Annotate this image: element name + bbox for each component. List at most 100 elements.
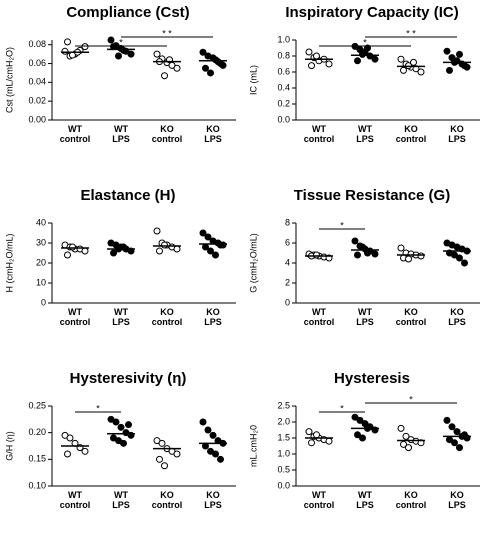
x-tick-label: KO control	[395, 307, 427, 327]
x-tick-label: KO control	[395, 124, 427, 144]
data-point	[461, 62, 468, 70]
data-point	[173, 64, 181, 72]
x-tick-label: WT LPS	[112, 124, 130, 144]
data-point	[313, 52, 320, 60]
x-tick-label: KO LPS	[448, 124, 466, 144]
data-point	[400, 66, 407, 74]
x-tick-label: KO LPS	[204, 307, 222, 327]
y-tick-label: 0.02	[28, 96, 46, 106]
panel-title: Hysteresis	[334, 370, 410, 387]
data-point	[199, 48, 207, 56]
y-axis-label: IC (mL)	[248, 65, 258, 95]
data-point	[202, 64, 209, 72]
data-point	[451, 251, 458, 259]
data-point	[156, 455, 163, 463]
x-tick-label: KO control	[151, 490, 183, 510]
significance-label: *	[363, 37, 367, 47]
data-point	[448, 423, 456, 431]
y-tick-label: 0.2	[277, 98, 290, 108]
data-point	[217, 455, 224, 463]
data-point	[204, 233, 212, 241]
data-point	[461, 259, 468, 267]
y-axis-label: H (cmH₂O/mL)	[4, 234, 14, 293]
significance-label: *	[119, 37, 123, 47]
data-point	[325, 60, 333, 68]
data-point	[356, 416, 364, 424]
panel-title: Hysteresivity (η)	[70, 370, 187, 387]
y-tick-label: 2.0	[277, 416, 290, 426]
data-point	[199, 418, 207, 426]
x-tick-label: KO LPS	[204, 490, 222, 510]
data-point	[456, 50, 463, 58]
x-tick-label: WT control	[59, 307, 91, 327]
panel-title: Elastance (H)	[80, 187, 175, 204]
significance-label: *	[409, 394, 413, 404]
data-point	[209, 431, 217, 439]
y-tick-label: 0.5	[277, 464, 290, 474]
significance-label: * *	[162, 28, 172, 38]
y-axis-label: mL.cmH₂0	[248, 425, 258, 467]
data-point	[308, 62, 315, 70]
data-point	[127, 50, 135, 58]
y-tick-label: 8	[285, 217, 290, 227]
data-point	[405, 444, 412, 452]
data-point	[161, 462, 168, 470]
y-tick-label: 0	[41, 297, 46, 307]
data-point	[212, 450, 219, 458]
data-point	[207, 247, 214, 255]
data-point	[351, 413, 359, 421]
data-point	[456, 444, 463, 452]
y-tick-label: 0.0	[277, 114, 290, 124]
data-point	[204, 426, 212, 434]
y-tick-label: 2	[285, 277, 290, 287]
panel-title: Tissue Resistance (G)	[294, 187, 450, 204]
data-point	[397, 244, 405, 252]
data-point	[397, 55, 405, 63]
data-point	[325, 437, 333, 445]
x-tick-label: WT control	[303, 490, 335, 510]
y-tick-label: 0.15	[28, 454, 46, 464]
y-tick-label: 30	[36, 237, 46, 247]
data-point	[371, 250, 379, 258]
y-tick-label: 0.00	[28, 114, 46, 124]
data-point	[364, 249, 371, 257]
data-point	[359, 50, 366, 58]
data-point	[81, 247, 89, 255]
data-point	[207, 69, 214, 77]
data-point	[64, 450, 71, 458]
x-tick-label: WT control	[59, 124, 91, 144]
data-point	[305, 428, 313, 436]
data-point	[456, 254, 463, 262]
data-point	[61, 47, 69, 55]
data-point	[371, 55, 379, 63]
data-point	[120, 46, 127, 54]
data-point	[417, 68, 425, 76]
data-point	[117, 423, 125, 431]
y-axis-label: G/H (η)	[4, 431, 14, 461]
y-tick-label: 1.0	[277, 34, 290, 44]
y-tick-label: 10	[36, 277, 46, 287]
y-tick-label: 0.04	[28, 77, 46, 87]
panel-title: Inspiratory Capacity (IC)	[285, 4, 458, 21]
data-point	[417, 252, 425, 260]
data-point	[153, 50, 161, 58]
x-tick-label: KO control	[151, 307, 183, 327]
y-tick-label: 6	[285, 237, 290, 247]
data-point	[443, 416, 451, 424]
y-tick-label: 0.08	[28, 39, 46, 49]
data-point	[354, 57, 361, 65]
significance-label: *	[340, 403, 344, 413]
y-axis-label: Cst (mL/cmH₂O)	[4, 47, 14, 113]
data-point	[69, 243, 76, 251]
x-tick-label: WT LPS	[112, 307, 130, 327]
significance-label: * *	[406, 28, 416, 38]
data-point	[161, 72, 168, 80]
y-tick-label: 0.6	[277, 66, 290, 76]
data-point	[354, 431, 361, 439]
x-tick-label: KO LPS	[204, 124, 222, 144]
data-point	[120, 439, 127, 447]
x-tick-label: WT control	[303, 124, 335, 144]
x-tick-label: KO LPS	[448, 307, 466, 327]
